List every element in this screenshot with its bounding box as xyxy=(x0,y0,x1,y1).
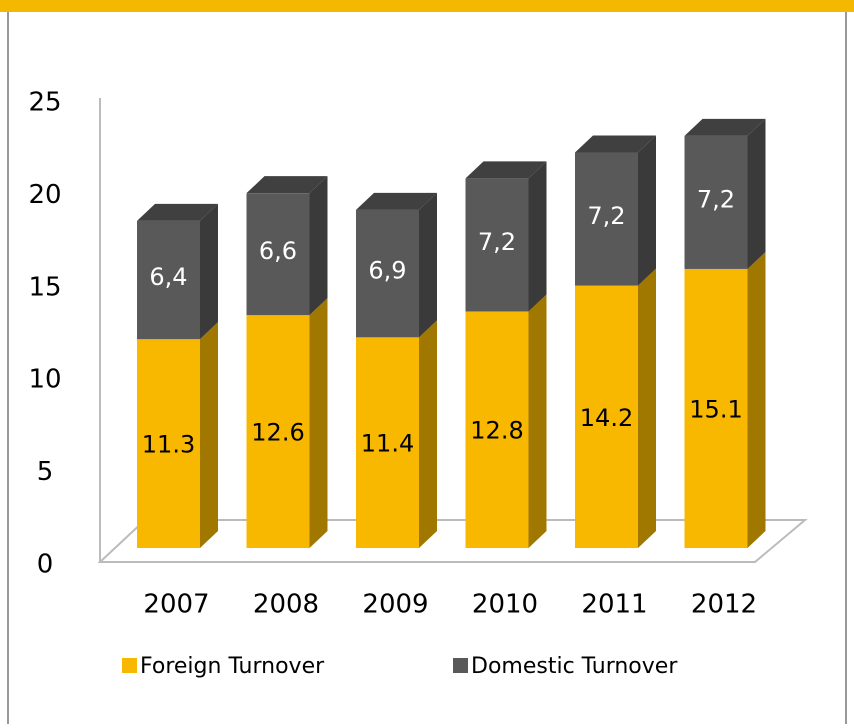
y-tick-label: 5 xyxy=(37,457,54,487)
bar-front xyxy=(246,193,310,316)
bar-top xyxy=(575,135,656,153)
data-label: 7,2 xyxy=(478,228,516,256)
bar-front xyxy=(356,337,419,548)
x-tick-label: 2009 xyxy=(362,590,428,620)
data-label: 6,4 xyxy=(149,263,187,291)
bar-side xyxy=(638,135,656,286)
data-label: 11.3 xyxy=(142,431,195,459)
x-tick-label: 2010 xyxy=(472,590,538,620)
x-tick-label: 2011 xyxy=(581,590,647,620)
bar-side xyxy=(200,203,218,340)
legend-label: Foreign Turnover xyxy=(140,654,325,679)
bar-top xyxy=(246,176,328,194)
data-label: 12.6 xyxy=(251,419,304,447)
bar-side xyxy=(419,320,437,548)
data-label: 6,9 xyxy=(368,257,406,285)
bar-front xyxy=(356,209,419,338)
bar-side xyxy=(747,118,766,269)
bar-front xyxy=(465,178,529,312)
bar-front xyxy=(684,268,748,548)
data-label: 6,6 xyxy=(259,237,297,265)
y-tick-label: 10 xyxy=(28,365,61,395)
x-tick-label: 2012 xyxy=(691,590,757,620)
y-tick-label: 0 xyxy=(37,550,54,580)
header-bar xyxy=(0,0,854,12)
bar-side xyxy=(309,176,328,316)
bar-side xyxy=(419,192,437,338)
bar-side xyxy=(638,268,656,548)
bar-side xyxy=(528,161,547,312)
bar-side xyxy=(747,251,766,548)
bar-front xyxy=(465,311,529,548)
data-label: 15.1 xyxy=(689,395,742,423)
x-tick-label: 2007 xyxy=(143,590,209,620)
floor xyxy=(97,519,808,563)
bar-front xyxy=(137,220,200,340)
legend-label: Domestic Turnover xyxy=(471,654,678,679)
y-tick-label: 20 xyxy=(28,180,61,210)
x-tick-label: 2008 xyxy=(253,590,319,620)
data-label: 7,2 xyxy=(697,185,735,213)
y-tick-label: 15 xyxy=(28,272,61,302)
bar-front xyxy=(684,135,748,269)
bar-side xyxy=(528,294,547,548)
legend-swatch xyxy=(453,658,468,673)
y-tick-label: 25 xyxy=(28,88,61,118)
bar-side xyxy=(309,298,328,548)
data-label: 11.4 xyxy=(361,430,414,458)
bar-top xyxy=(356,192,437,210)
bar-front xyxy=(575,285,638,548)
data-label: 12.8 xyxy=(470,417,523,445)
legend-swatch xyxy=(122,658,137,673)
bar-top xyxy=(465,161,547,179)
data-label: 14.2 xyxy=(580,404,633,432)
bar-front xyxy=(575,152,638,286)
bar-front xyxy=(246,315,310,548)
data-label: 7,2 xyxy=(587,202,625,230)
bar-top xyxy=(684,118,766,136)
bar-front xyxy=(137,339,200,548)
bar-side xyxy=(200,322,218,548)
bar-top xyxy=(137,203,218,221)
